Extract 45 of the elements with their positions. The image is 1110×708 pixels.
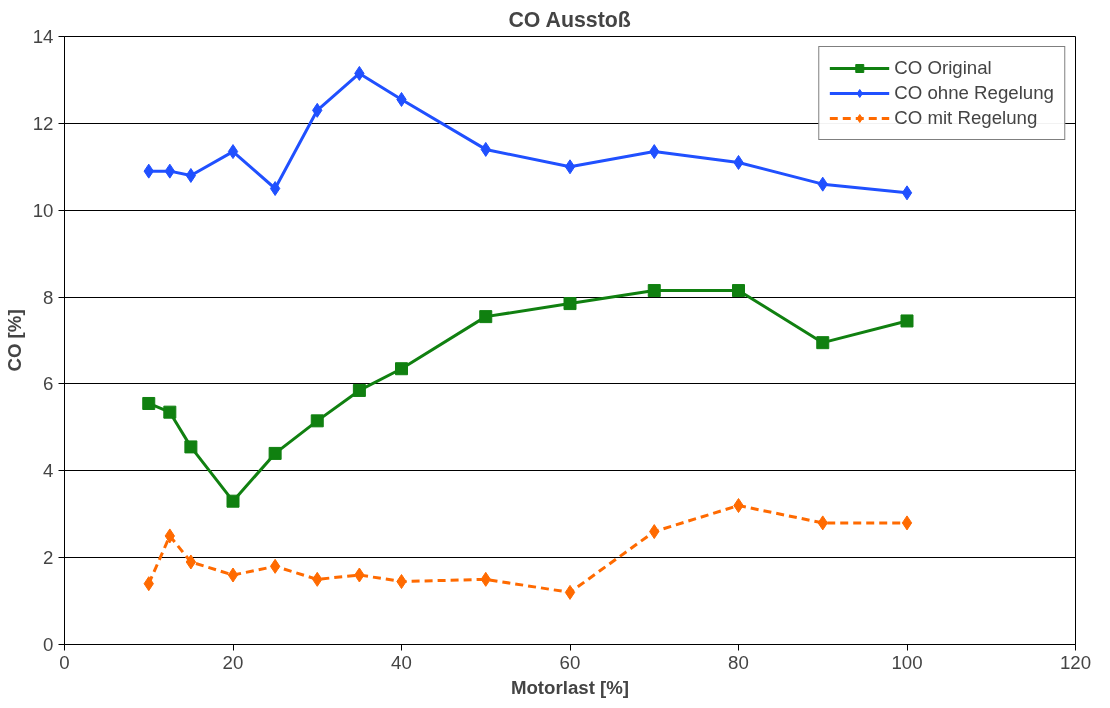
y-tick-label: 2 (43, 547, 54, 569)
y-tick-label: 6 (43, 373, 54, 395)
point (226, 494, 240, 508)
point (163, 405, 177, 419)
x-tick-label: 100 (891, 651, 923, 673)
y-tick-label: 12 (32, 112, 54, 134)
point (185, 554, 197, 570)
point (901, 515, 913, 531)
x-axis-title: Motorlast [%] (510, 676, 630, 698)
legend-label: CO Original (894, 57, 992, 79)
point (479, 310, 493, 324)
point (647, 284, 661, 298)
y-tick-label: 8 (43, 286, 54, 308)
point (395, 362, 408, 376)
point (732, 284, 745, 298)
y-tick-label: 10 (32, 199, 54, 221)
point (227, 567, 239, 583)
point (563, 297, 577, 311)
y-tick-label: 4 (43, 460, 54, 482)
point (901, 185, 913, 201)
legend-label: CO mit Regelung (894, 107, 1038, 129)
x-tick-label: 60 (559, 651, 581, 673)
point (269, 558, 281, 574)
y-axis-title: CO [%] (3, 309, 25, 372)
legend-label: CO ohne Regelung (894, 82, 1054, 104)
point (564, 159, 576, 175)
point (142, 396, 156, 410)
point (185, 167, 197, 183)
y-tick-label: 0 (43, 634, 54, 655)
point (268, 446, 282, 460)
x-tick-label: 120 (1059, 651, 1092, 673)
x-tick-label: 40 (391, 651, 412, 673)
point (227, 144, 239, 160)
point (900, 314, 914, 328)
y-tick-label: 14 (32, 26, 54, 47)
point (564, 584, 576, 600)
x-tick-label: 0 (59, 651, 70, 673)
point (269, 181, 281, 196)
x-tick-label: 20 (222, 651, 244, 673)
point (816, 336, 830, 350)
point (184, 440, 198, 454)
point (310, 414, 324, 428)
point (352, 383, 366, 397)
chart-title: CO Ausstoß (508, 7, 631, 32)
x-tick-label: 80 (728, 651, 749, 673)
